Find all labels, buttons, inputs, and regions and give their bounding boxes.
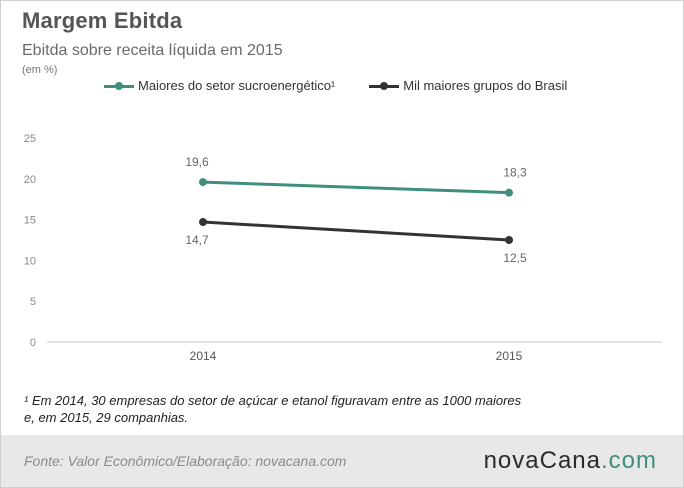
- legend-item-brasil: Mil maiores grupos do Brasil: [369, 78, 567, 93]
- footnote-line-2: e, em 2015, 29 companhias.: [24, 410, 189, 425]
- logo-main: novaCana: [483, 447, 601, 474]
- y-tick-label: 10: [24, 255, 36, 267]
- y-tick-label: 5: [30, 296, 36, 308]
- data-point: [505, 188, 513, 197]
- y-tick-label: 0: [30, 337, 36, 349]
- footer-bar: Fonte: Valor Econômico/Elaboração: novac…: [1, 435, 683, 487]
- legend-item-setor: Maiores do setor sucroenergético¹: [104, 78, 335, 93]
- legend: Maiores do setor sucroenergético¹ Mil ma…: [104, 78, 601, 93]
- data-label: 12,5: [503, 251, 527, 265]
- legend-swatch-setor: [104, 80, 134, 92]
- legend-swatch-brasil: [369, 80, 400, 92]
- x-tick-label: 2014: [190, 349, 217, 363]
- data-point: [505, 236, 513, 244]
- footnote: ¹ Em 2014, 30 empresas do setor de açúca…: [24, 392, 564, 426]
- novacana-logo: novaCana.com: [484, 447, 657, 475]
- logo-suffix: .com: [600, 447, 657, 474]
- y-tick-label: 25: [24, 133, 36, 145]
- data-label: 14,7: [185, 233, 209, 247]
- line-chart: 0 5 10 15 20 25 2014 2015 19,6 18,3 14,7 12,5: [24, 133, 662, 363]
- y-tick-label: 15: [24, 215, 36, 227]
- data-point: [199, 178, 207, 187]
- legend-label-brasil: Mil maiores grupos do Brasil: [403, 78, 568, 93]
- unit-label: (em %): [22, 64, 58, 76]
- data-point: [199, 218, 207, 227]
- legend-label-setor: Maiores do setor sucroenergético¹: [138, 78, 336, 93]
- data-label: 18,3: [503, 166, 527, 180]
- footnote-line-1: ¹ Em 2014, 30 empresas do setor de açúca…: [24, 393, 522, 408]
- chart-title: Margem Ebitda: [22, 8, 183, 33]
- data-label: 19,6: [185, 155, 209, 169]
- y-tick-label: 20: [24, 174, 36, 186]
- chart-subtitle: Ebitda sobre receita líquida em 2015: [22, 42, 283, 59]
- series-line-0: [202, 180, 510, 195]
- series-line-1: [202, 220, 510, 242]
- source-text: Fonte: Valor Econômico/Elaboração: novac…: [24, 453, 347, 469]
- x-tick-label: 2015: [496, 349, 523, 363]
